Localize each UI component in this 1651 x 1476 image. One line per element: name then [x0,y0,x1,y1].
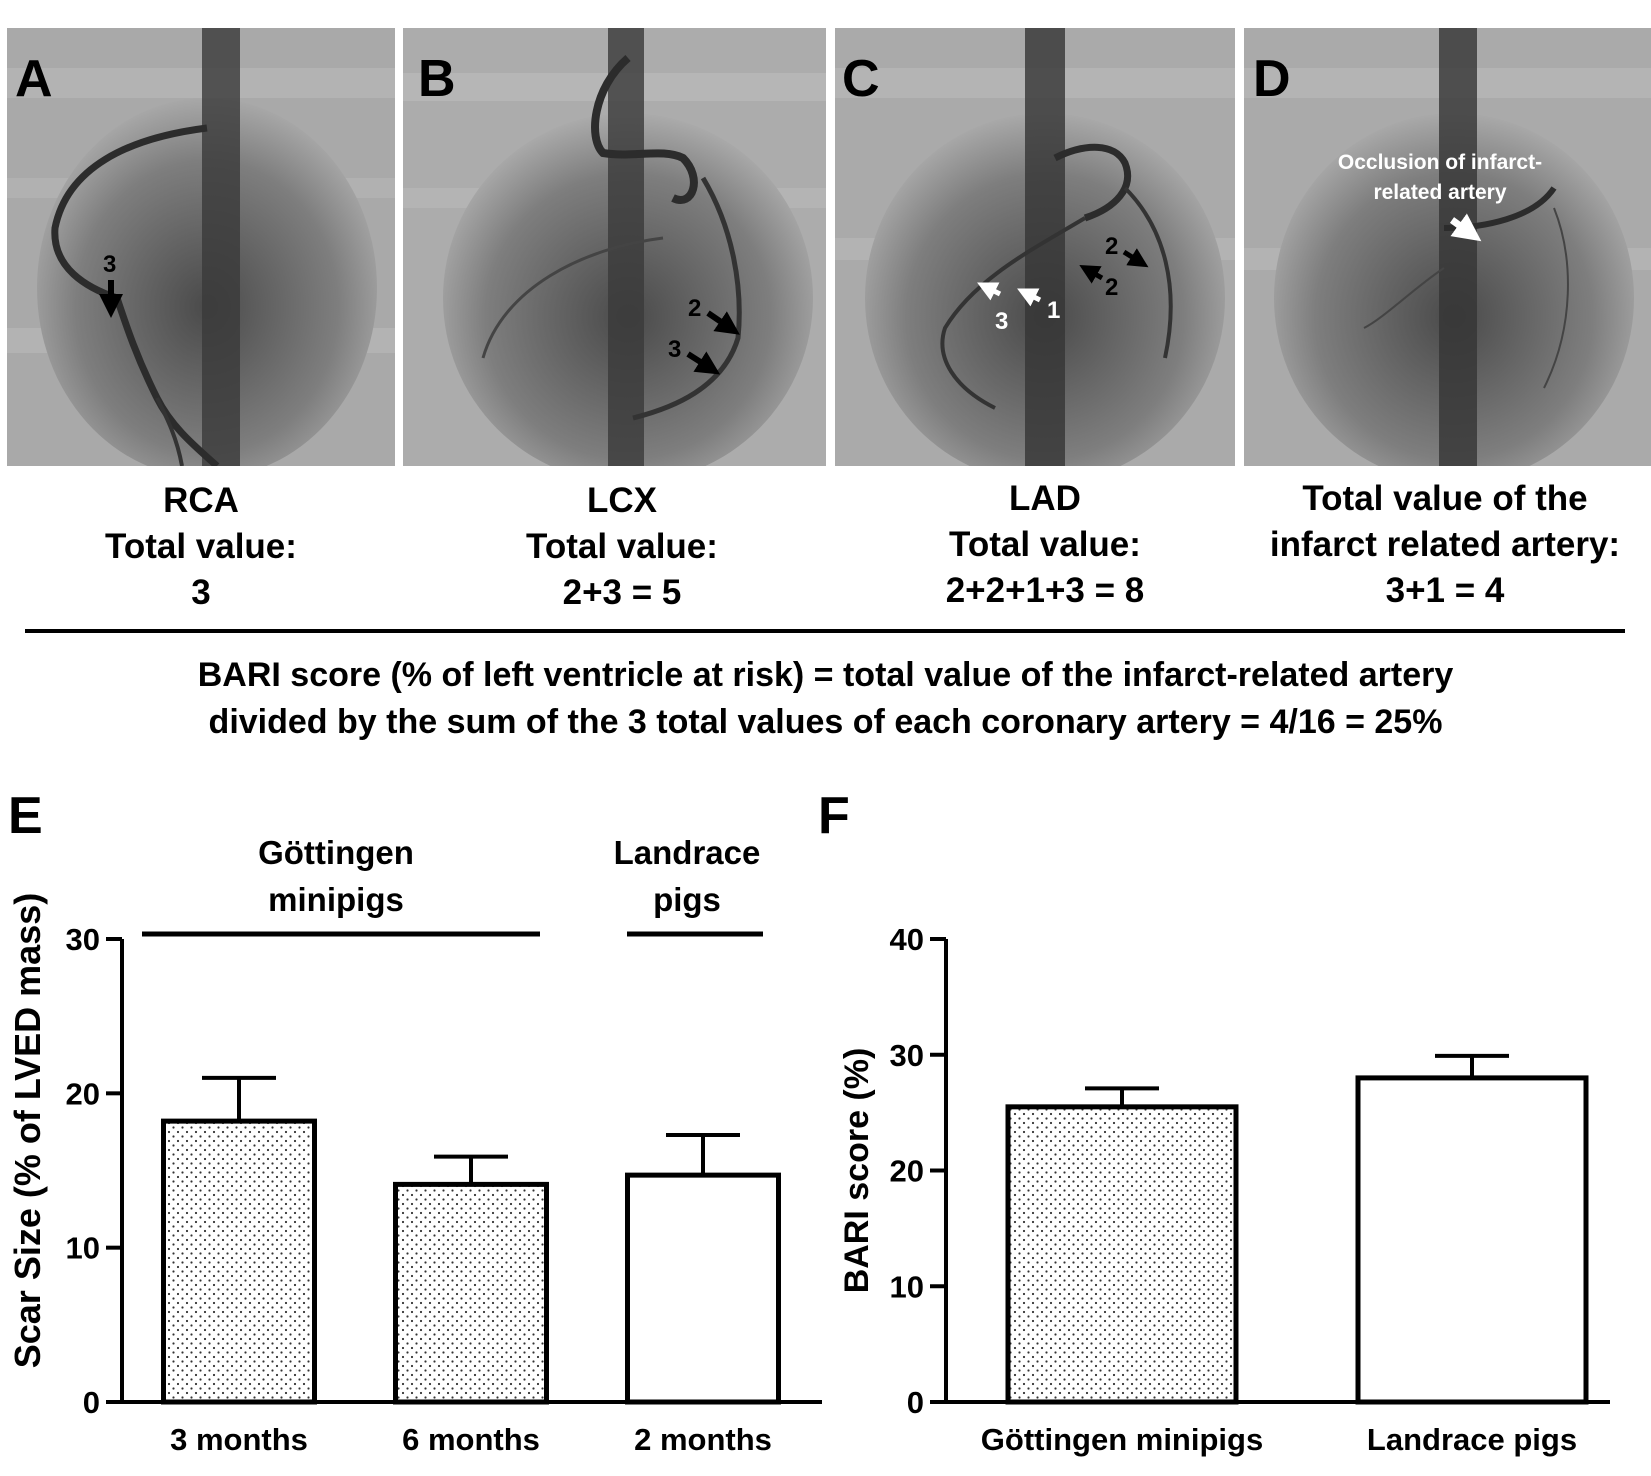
caption-b-line2: Total value: [526,527,718,566]
arrow-icon [1017,288,1042,307]
caption-a-value: 3 [191,573,211,612]
caption-b: LCX Total value: 2+3 = 5 [412,478,832,616]
annotation-c-2a: 2 [1105,233,1118,260]
panel-letter-c: C [842,50,880,108]
caption-a: RCA Total value: 3 [7,478,395,616]
panel-letter-e: E [8,787,43,845]
annotation-d-line1: Occlusion of infarct- [1338,151,1542,174]
caption-c: LAD Total value: 2+2+1+3 = 8 [835,476,1255,614]
y-axis-label: BARI score (%) [838,1048,876,1294]
arrow-icon [1122,248,1149,268]
y-tick-label: 0 [83,1385,100,1420]
bari-formula-line1: BARI score (% of left ventricle at risk)… [197,656,1454,694]
panel-letter-a: A [15,50,53,108]
caption-d-line1: Total value of the [1302,479,1588,518]
arrow-icon [1079,265,1104,284]
annotation-b-2: 2 [688,295,701,322]
bar-2 [625,1172,781,1405]
panel-letter-f: F [818,787,850,845]
bari-formula-line2: divided by the sum of the 3 total values… [208,703,1443,741]
y-tick-label: 0 [907,1385,924,1420]
y-axis-label: Scar Size (% of LVED mass) [7,893,48,1369]
chart-f: 0 10 20 30 40 BARI score (%) Göttingen minipig… [838,922,1610,1457]
caption-c-line2: Total value: [949,525,1141,564]
group-label-line1: Göttingen [258,834,414,871]
caption-c-value: 2+2+1+3 = 8 [945,571,1145,610]
panel-letter-b: B [418,50,456,108]
angiogram-panel-c [835,28,1235,466]
caption-d: Total value of the infarct related arter… [1240,476,1650,614]
y-tick-label: 10 [890,1269,924,1304]
caption-b-artery: LCX [587,481,657,520]
arrow-icon [977,282,1002,301]
charts-area: 0 10 20 30 Scar Size (% of LVED mass) 3 month… [7,834,1610,1457]
y-tick-label: 30 [890,1038,924,1073]
x-tick-label: 3 months [170,1422,308,1457]
caption-d-line2: infarct related artery: [1269,525,1621,564]
arrow-icon [706,310,740,335]
x-tick-label: Göttingen minipigs [981,1422,1263,1457]
y-tick-label: 30 [66,922,100,957]
x-tick-label: 6 months [402,1422,540,1457]
caption-a-line2: Total value: [105,527,297,566]
bar-0 [1005,1104,1239,1405]
caption-a-artery: RCA [163,481,239,520]
annotation-c-2b: 2 [1105,274,1118,301]
angiogram-panel-a [7,28,395,466]
annotation-c-1: 1 [1047,297,1060,324]
annotation-d-line2: related artery [1373,181,1506,204]
caption-d-value: 3+1 = 4 [1385,571,1505,610]
bar-1 [1355,1075,1589,1405]
caption-b-value: 2+3 = 5 [562,573,682,612]
annotation-a-3: 3 [103,251,116,278]
y-tick-label: 20 [66,1076,100,1111]
y-tick-label: 20 [890,1154,924,1189]
bar-1 [393,1181,549,1405]
arrow-icon [686,351,721,375]
y-tick-label: 40 [890,922,924,957]
x-tick-label: 2 months [634,1422,772,1457]
x-tick-label: Landrace pigs [1367,1422,1577,1457]
bari-formula: BARI score (% of left ventricle at risk)… [0,652,1651,746]
divider-line [25,629,1625,633]
y-tick-label: 10 [66,1231,100,1266]
arrow-icon [1449,213,1482,242]
chart-e: 0 10 20 30 Scar Size (% of LVED mass) 3 month… [7,834,822,1457]
group-label-line1: Landrace [614,834,761,871]
angiogram-panel-d [1244,28,1651,466]
angiogram-panel-b [403,28,826,466]
annotation-c-3: 3 [995,308,1008,335]
annotation-b-3: 3 [668,336,681,363]
group-label-line2: pigs [653,881,721,918]
bar-0 [161,1118,317,1405]
panel-letter-d: D [1253,50,1291,108]
group-label-line2: minipigs [268,881,404,918]
caption-c-artery: LAD [1009,479,1081,518]
angiogram-annotations: 3 2 3 2 2 3 1 Occlusion of infarct- rela… [99,151,1542,375]
